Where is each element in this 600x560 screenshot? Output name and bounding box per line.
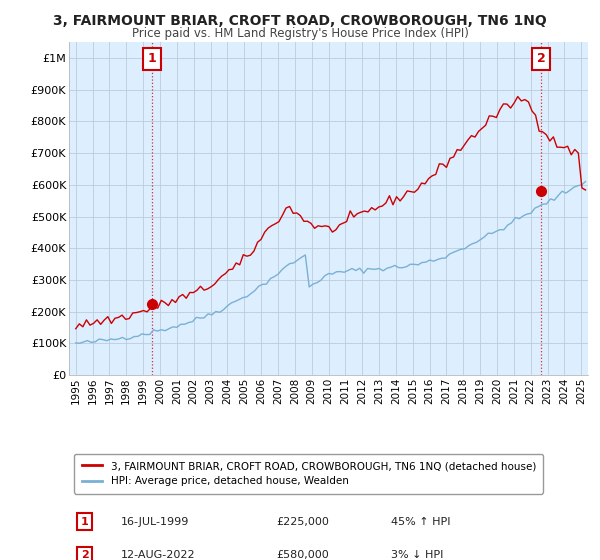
Text: 1: 1 xyxy=(148,52,157,65)
Text: £580,000: £580,000 xyxy=(277,550,329,560)
Text: 2: 2 xyxy=(80,550,88,560)
Text: 2: 2 xyxy=(537,52,545,65)
Legend: 3, FAIRMOUNT BRIAR, CROFT ROAD, CROWBOROUGH, TN6 1NQ (detached house), HPI: Aver: 3, FAIRMOUNT BRIAR, CROFT ROAD, CROWBORO… xyxy=(74,454,544,493)
Text: 3, FAIRMOUNT BRIAR, CROFT ROAD, CROWBOROUGH, TN6 1NQ: 3, FAIRMOUNT BRIAR, CROFT ROAD, CROWBORO… xyxy=(53,14,547,28)
Text: £225,000: £225,000 xyxy=(277,517,329,527)
Text: 12-AUG-2022: 12-AUG-2022 xyxy=(121,550,196,560)
Text: 45% ↑ HPI: 45% ↑ HPI xyxy=(391,517,450,527)
Text: 3% ↓ HPI: 3% ↓ HPI xyxy=(391,550,443,560)
Text: Price paid vs. HM Land Registry's House Price Index (HPI): Price paid vs. HM Land Registry's House … xyxy=(131,27,469,40)
Text: 1: 1 xyxy=(80,517,88,527)
Text: 16-JUL-1999: 16-JUL-1999 xyxy=(121,517,189,527)
